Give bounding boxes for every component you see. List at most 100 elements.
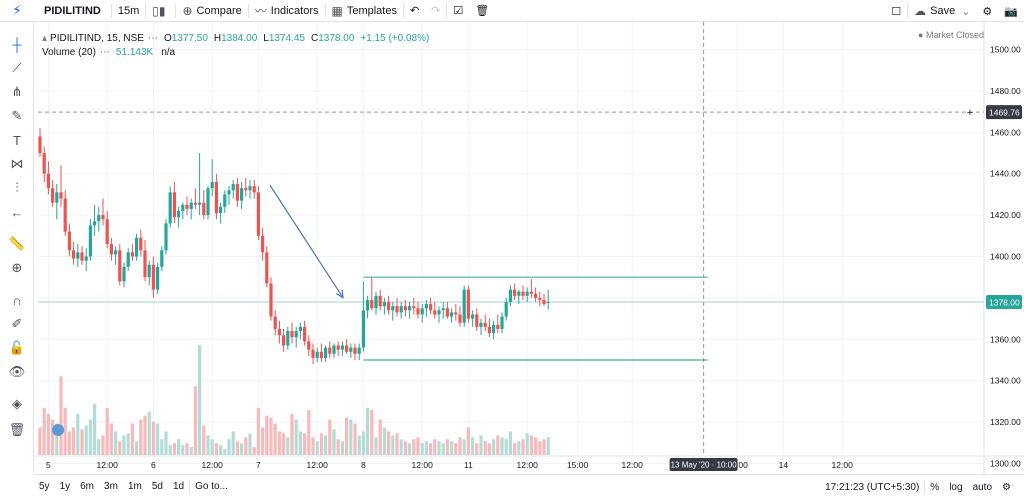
volume-bar xyxy=(437,441,441,455)
magnet-tool[interactable]: ∩ xyxy=(0,290,34,310)
range-6m-button[interactable]: 6m xyxy=(80,481,95,492)
logo-icon[interactable]: ⚡ xyxy=(12,2,22,18)
compare-button[interactable]: ⊕ Compare xyxy=(176,0,247,22)
volume-bar xyxy=(529,435,533,455)
event-cloud-icon xyxy=(52,424,64,436)
range-1m-button[interactable]: 1m xyxy=(127,481,142,492)
candle-body xyxy=(408,306,412,311)
back-tool[interactable]: ← xyxy=(0,202,34,222)
range-1y-button[interactable]: 1y xyxy=(59,481,71,492)
prediction-tool[interactable]: ⫶ xyxy=(0,178,34,198)
candle-body xyxy=(156,266,160,290)
collapse-icon[interactable]: ▴ xyxy=(42,32,48,44)
range-5y-button[interactable]: 5y xyxy=(39,481,50,492)
volume-bar xyxy=(357,435,361,455)
y-tick-label: 1500.00 xyxy=(990,45,1021,55)
open-value: 1377.50 xyxy=(171,32,208,44)
volume-bar xyxy=(151,421,155,455)
text-icon: T xyxy=(13,132,21,148)
percent-toggle[interactable]: % xyxy=(930,481,940,493)
candle-body xyxy=(46,173,50,189)
open-key: O xyxy=(163,32,172,44)
x-tick-label: 7 xyxy=(256,460,261,470)
volume-bar xyxy=(534,437,538,455)
snapshot-check-button[interactable]: ☑ xyxy=(447,0,469,22)
text-tool[interactable]: T xyxy=(0,130,34,150)
candle-body xyxy=(324,347,328,358)
divider xyxy=(402,3,404,18)
more-options-icon[interactable]: ⋯ xyxy=(147,32,158,44)
measure-tool[interactable]: 📏 xyxy=(0,234,34,254)
indicators-button[interactable]: 〰 Indicators xyxy=(249,0,325,22)
redo-button[interactable]: ↷ xyxy=(425,0,446,22)
volume-legend-row: Volume (20) ⋯ 51.143K n/a xyxy=(42,45,429,59)
volume-bar xyxy=(403,441,407,455)
candle-body xyxy=(529,291,533,294)
candle-body xyxy=(521,291,525,296)
price-chart[interactable]: +1280.001300.001320.001340.001360.001380… xyxy=(0,0,1024,474)
divider xyxy=(189,479,191,494)
screenshot-button[interactable]: 📷 xyxy=(998,0,1024,22)
volume-bar xyxy=(55,423,59,455)
crosshair-tool[interactable]: ┼ xyxy=(0,34,34,54)
candle-body xyxy=(202,202,206,216)
volume-bar xyxy=(244,437,248,455)
brush-tool[interactable]: ✎ xyxy=(0,106,34,126)
fullscreen-button[interactable]: ☐ xyxy=(885,0,907,22)
gear-icon: ⚙ xyxy=(982,5,993,18)
volume-bar xyxy=(76,413,80,455)
candle-body xyxy=(147,264,151,278)
volume-bar xyxy=(223,449,227,455)
candle-body xyxy=(240,188,244,201)
last-price-tag xyxy=(986,295,1022,310)
top-toolbar: ⚡ PIDILITIND 15m ▯▮ ⊕ Compare 〰 Indicato… xyxy=(0,0,1024,22)
volume-bar xyxy=(424,441,428,455)
range-1d-button[interactable]: 1d xyxy=(172,481,185,492)
hide-drawings-tool[interactable]: 👁 xyxy=(0,362,34,382)
pitchfork-tool[interactable]: ⋔ xyxy=(0,82,34,102)
auto-toggle[interactable]: auto xyxy=(972,481,993,493)
candle-body xyxy=(357,347,361,354)
interval-button[interactable]: 15m xyxy=(117,4,140,17)
candle-body xyxy=(315,351,319,358)
x-tick-label: 12:00 xyxy=(517,460,539,470)
candle-body xyxy=(214,181,218,214)
crosshair-price-tag xyxy=(986,105,1022,120)
volume-bar xyxy=(168,445,172,455)
zoom-tool[interactable]: ⊕ xyxy=(0,258,34,278)
undo-button[interactable]: ↶ xyxy=(404,0,425,22)
more-options-icon[interactable]: ⋯ xyxy=(99,46,110,58)
chart-style-button[interactable]: ▯▮ xyxy=(146,0,175,22)
settings-button[interactable]: ⚙ xyxy=(976,0,998,22)
volume-bar xyxy=(466,427,470,455)
divider xyxy=(247,3,249,18)
lock-tool[interactable]: 🔓 xyxy=(0,338,34,358)
volume-bar xyxy=(479,435,483,455)
volume-bar xyxy=(88,419,92,455)
trend-arrow-head xyxy=(335,289,344,299)
candle-body xyxy=(105,219,109,245)
candle-body xyxy=(252,186,256,193)
trendline-tool[interactable]: ⟋ xyxy=(0,58,34,78)
object-tree-tool[interactable]: ◈ xyxy=(0,394,34,414)
gear-icon[interactable]: ⚙ xyxy=(1002,481,1011,493)
range-3m-button[interactable]: 3m xyxy=(104,481,118,492)
x-tick-label: 5 xyxy=(46,460,51,470)
delete-button[interactable]: 🗑 xyxy=(469,0,495,22)
ruler-icon: 📏 xyxy=(8,236,26,251)
stay-drawing-tool[interactable]: ✐ xyxy=(0,314,34,334)
save-button[interactable]: ☁ Save ⌄ xyxy=(908,0,976,22)
log-toggle[interactable]: log xyxy=(949,481,963,493)
remove-drawings-tool[interactable]: 🗑 xyxy=(0,420,34,440)
volume-bar xyxy=(445,439,449,455)
camera-icon: 📷 xyxy=(1004,5,1018,18)
templates-button[interactable]: ▦ Templates xyxy=(326,0,403,22)
pattern-tool[interactable]: ⋈ xyxy=(0,154,34,174)
candle-body xyxy=(51,188,55,203)
symbol-search-button[interactable]: PIDILITIND xyxy=(44,4,101,17)
volume-bar xyxy=(118,441,122,455)
goto-button[interactable]: Go to... xyxy=(195,481,228,492)
range-5d-button[interactable]: 5d xyxy=(151,481,163,492)
high-value: 1384.00 xyxy=(221,32,258,44)
candle-body xyxy=(38,136,42,153)
